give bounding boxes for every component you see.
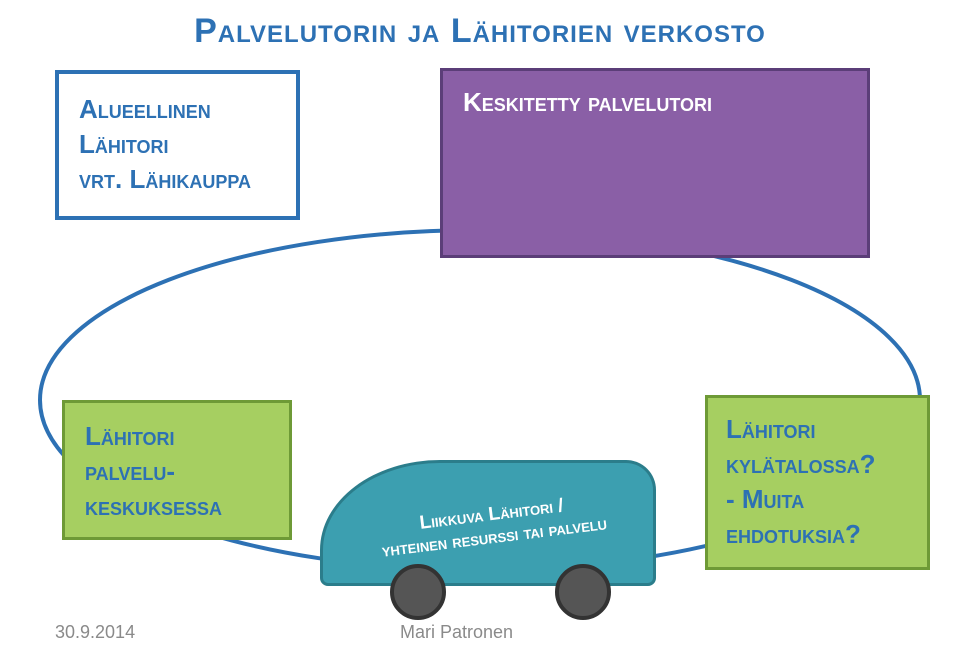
- page-title: Palvelutorin ja Lähitorien verkosto: [0, 12, 960, 51]
- bus-wheel-front: [390, 564, 446, 620]
- footer-author: Mari Patronen: [400, 622, 513, 643]
- box-tl-line1: Alueellinen: [79, 92, 276, 127]
- mobile-lahitori-bus: Liikkuva Lähitori / yhteinen resurssi ta…: [320, 460, 650, 620]
- box-tl-line2: Lähitori: [79, 127, 276, 162]
- box-regional-lahitori: Alueellinen Lähitori vrt. Lähikauppa: [55, 70, 300, 220]
- footer-date: 30.9.2014: [55, 622, 135, 643]
- diagram-stage: Palvelutorin ja Lähitorien verkosto Alue…: [0, 0, 960, 647]
- box-village-house: Lähitori kylätalossa? - Muita ehdotuksia…: [705, 395, 930, 570]
- box-service-center: Lähitori palvelu- keskuksessa: [62, 400, 292, 540]
- box-tr-line1: Keskitetty palvelutori: [463, 85, 847, 120]
- box-br-line2: kylätalossa?: [726, 447, 909, 482]
- box-br-line4: ehdotuksia?: [726, 517, 909, 552]
- box-br-line3: - Muita: [726, 482, 909, 517]
- box-tl-line3: vrt. Lähikauppa: [79, 162, 276, 197]
- bus-wheel-rear: [555, 564, 611, 620]
- box-bl-line2: palvelu-: [85, 454, 269, 489]
- box-centralized-palvelutori: Keskitetty palvelutori: [440, 68, 870, 258]
- box-bl-line3: keskuksessa: [85, 489, 269, 524]
- box-br-line1: Lähitori: [726, 412, 909, 447]
- box-bl-line1: Lähitori: [85, 419, 269, 454]
